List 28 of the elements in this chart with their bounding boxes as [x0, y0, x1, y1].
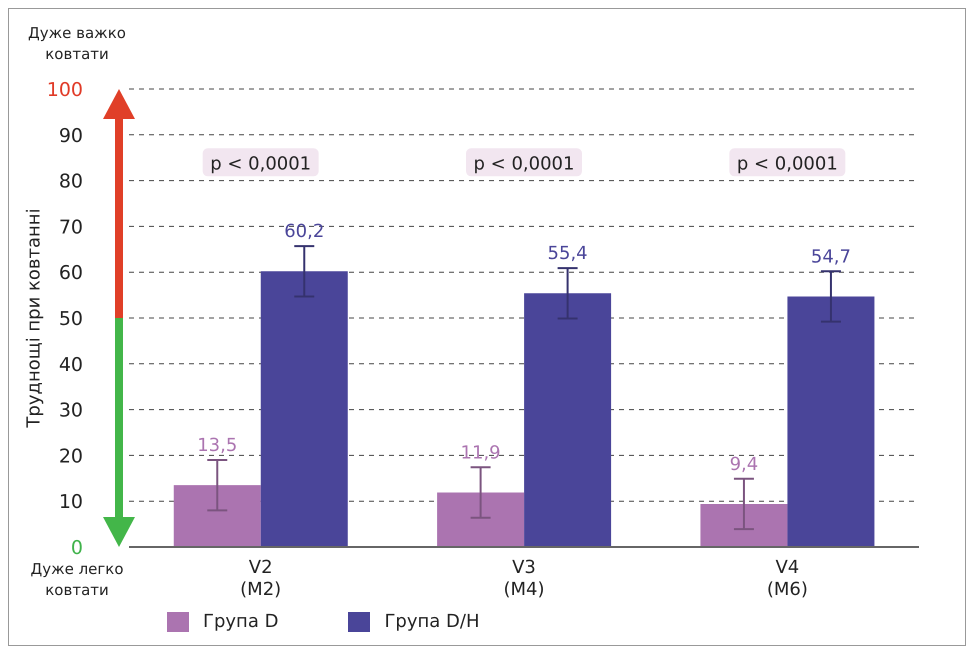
- y-tick-label: 40: [58, 354, 83, 376]
- y-tick-label: 60: [58, 262, 83, 284]
- x-tick-label: V2 (M2): [240, 557, 282, 600]
- y-tick-label: 70: [58, 216, 83, 238]
- y-tick-label: 0: [70, 537, 83, 559]
- annotation: p < 0,0001: [474, 153, 574, 174]
- x-tick-label: V3 (M4): [503, 557, 545, 600]
- y-tick-label: 20: [58, 445, 83, 468]
- y-tick-label: 30: [58, 400, 83, 422]
- y-tick-label: 90: [58, 124, 83, 147]
- y-tick-label: 10: [58, 491, 83, 514]
- data-label: 54,7: [810, 246, 851, 268]
- legend-label: Група D/H: [384, 611, 480, 632]
- data-label: 13,5: [197, 434, 238, 456]
- x-tick-label: V4 (M6): [766, 557, 808, 600]
- y-tick-label: 80: [58, 170, 83, 193]
- y-axis-title: Труднощі при ковтанні: [23, 208, 44, 429]
- y-tick-label: 100: [46, 79, 83, 101]
- y-tick-label: 50: [58, 308, 83, 330]
- data-label: 9,4: [730, 454, 758, 475]
- text: Дуже важко ковтати: [27, 23, 127, 65]
- data-label: 55,4: [548, 243, 588, 264]
- legend-label: Група D: [203, 611, 278, 632]
- data-label: 11,9: [460, 442, 501, 464]
- data-label: 60,2: [284, 221, 324, 242]
- text: Дуже легко ковтати: [29, 559, 125, 601]
- annotation: p < 0,0001: [210, 153, 312, 174]
- annotation: p < 0,0001: [736, 153, 838, 174]
